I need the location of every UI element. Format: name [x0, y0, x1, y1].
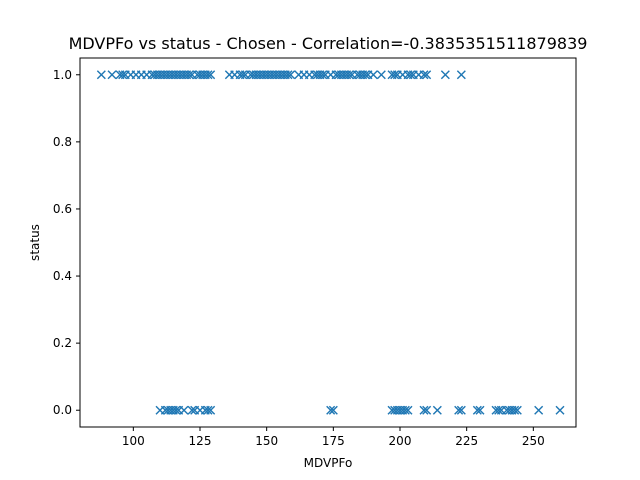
data-point — [206, 70, 216, 80]
x-tick-label: 225 — [455, 434, 478, 448]
y-tick-label: 1.0 — [53, 68, 72, 82]
y-tick-label: 0.2 — [53, 336, 72, 350]
x-tick-label: 175 — [322, 434, 345, 448]
y-axis-ticks: 0.0 0.2 0.4 0.6 0.8 1.0 — [53, 68, 80, 417]
data-point — [376, 70, 386, 80]
data-point — [422, 405, 432, 415]
y-tick-label: 0.0 — [53, 403, 72, 417]
data-point — [203, 70, 213, 80]
data-point — [318, 70, 328, 80]
data-point — [96, 70, 106, 80]
x-tick-label: 125 — [189, 434, 212, 448]
x-axis-label: MDVPFo — [304, 456, 353, 470]
data-point — [400, 405, 410, 415]
data-point — [171, 405, 181, 415]
data-point — [390, 70, 400, 80]
x-axis-ticks: 100 125 150 175 200 225 250 — [122, 427, 545, 448]
data-point — [283, 70, 293, 80]
data-point — [179, 405, 189, 415]
data-markers — [96, 70, 565, 415]
data-point — [328, 405, 338, 415]
data-point — [184, 70, 194, 80]
data-point — [494, 405, 504, 415]
data-point — [403, 405, 413, 415]
data-point — [534, 405, 544, 415]
data-point — [456, 405, 466, 415]
data-point — [432, 405, 442, 415]
y-tick-label: 0.6 — [53, 202, 72, 216]
plot-frame — [79, 57, 577, 428]
x-tick-label: 200 — [389, 434, 412, 448]
data-point — [203, 405, 213, 415]
data-point — [512, 405, 522, 415]
y-axis-label: status — [28, 224, 42, 261]
data-point — [472, 405, 482, 415]
data-point — [419, 405, 429, 415]
data-point — [456, 70, 466, 80]
data-point — [238, 70, 248, 80]
data-point — [360, 70, 370, 80]
data-point — [206, 405, 216, 415]
data-point — [454, 405, 464, 415]
chart-title: MDVPFo vs status - Chosen - Correlation=… — [69, 34, 588, 53]
data-point — [326, 405, 336, 415]
data-point — [118, 70, 128, 80]
data-point — [187, 405, 197, 415]
data-point — [286, 70, 296, 80]
data-point — [555, 405, 565, 415]
data-point — [406, 70, 416, 80]
data-point — [510, 405, 520, 415]
data-point — [419, 70, 429, 80]
data-point — [368, 70, 378, 80]
data-point — [440, 70, 450, 80]
y-tick-label: 0.8 — [53, 135, 72, 149]
x-tick-label: 100 — [122, 434, 145, 448]
x-tick-label: 150 — [255, 434, 278, 448]
data-point — [422, 70, 432, 80]
y-tick-label: 0.4 — [53, 269, 72, 283]
data-point — [344, 70, 354, 80]
data-point — [107, 70, 117, 80]
data-point — [475, 405, 485, 415]
x-tick-label: 250 — [522, 434, 545, 448]
